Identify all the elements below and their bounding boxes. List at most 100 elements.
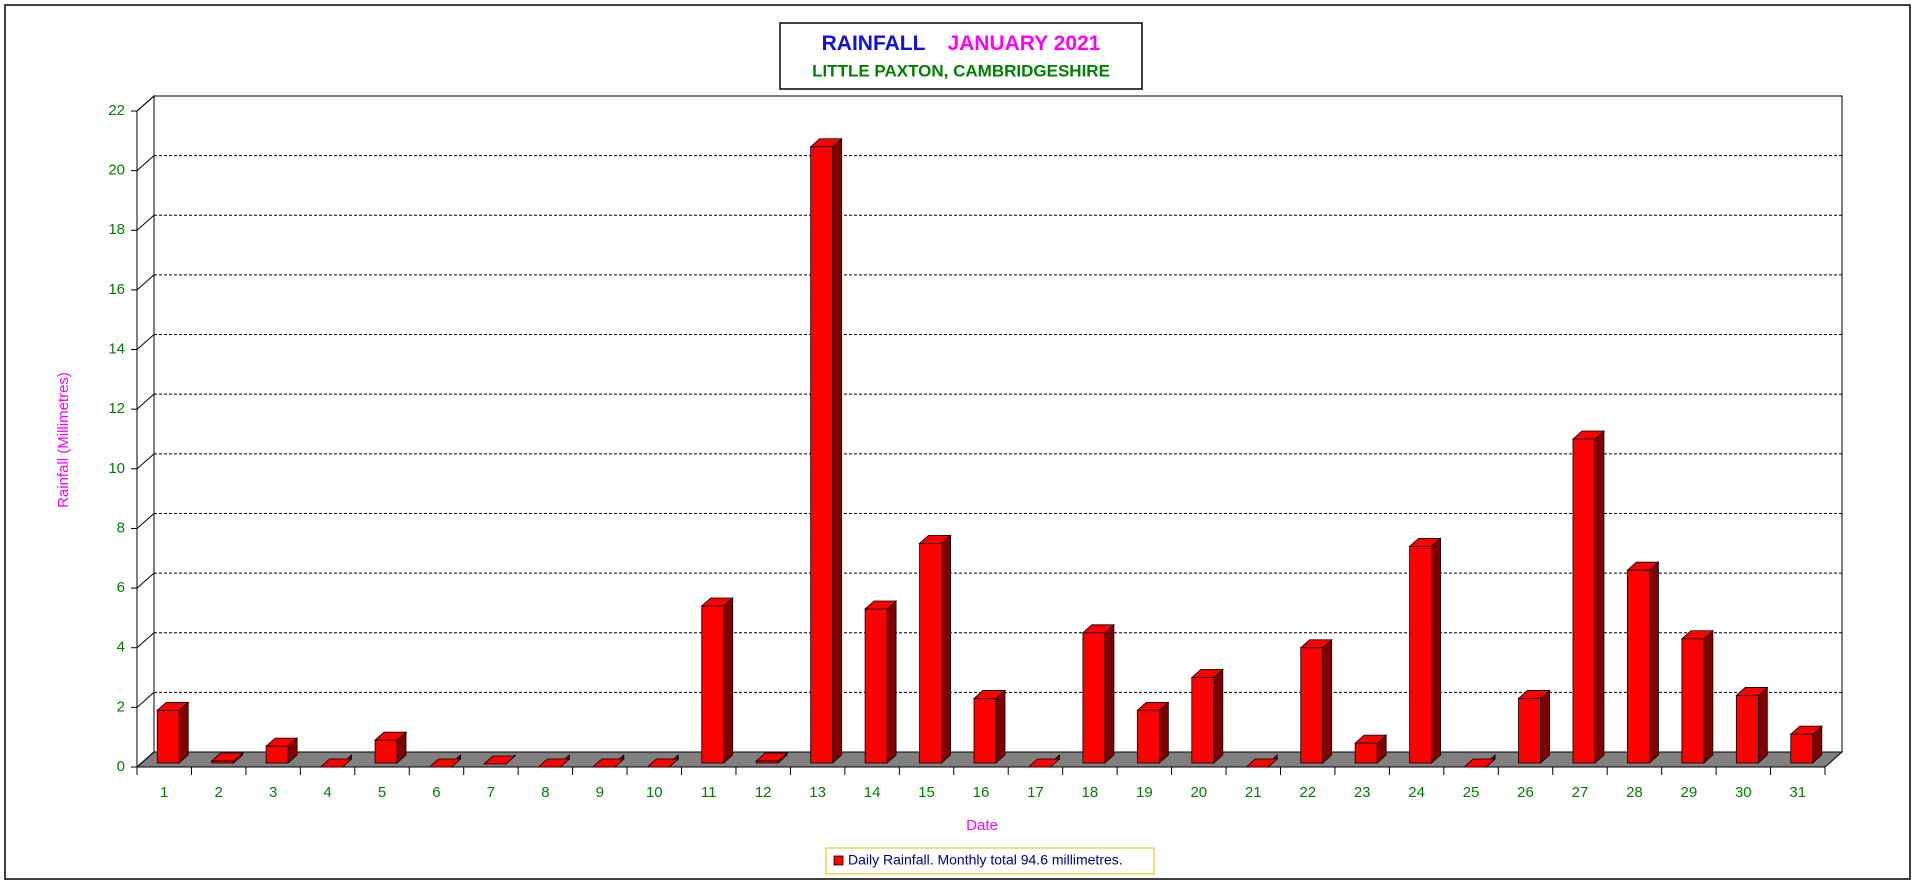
x-tick-label: 14 xyxy=(864,784,881,801)
y-tick-slant xyxy=(136,393,155,410)
x-tick-label: 9 xyxy=(596,784,604,801)
bar-side xyxy=(178,701,189,764)
x-tick-label: 4 xyxy=(323,784,331,801)
bar-side xyxy=(1649,561,1659,764)
y-tick-slant xyxy=(136,214,155,231)
bar xyxy=(1082,632,1106,764)
bar-top xyxy=(1463,758,1497,768)
bar-top xyxy=(482,755,516,765)
x-tick-label: 7 xyxy=(487,784,495,801)
bar xyxy=(864,608,888,764)
bar xyxy=(156,709,180,764)
bar xyxy=(755,760,779,764)
bar-side xyxy=(886,600,897,764)
bar-side xyxy=(723,597,734,764)
y-tick-label: 4 xyxy=(117,639,125,656)
bar xyxy=(1518,698,1541,764)
title-part: RAINFALL xyxy=(822,32,926,55)
y-tick-label: 22 xyxy=(108,102,125,119)
bar xyxy=(1627,569,1650,764)
y-tick-label: 8 xyxy=(117,519,125,536)
chart-title: RAINFALL JANUARY 2021 xyxy=(822,32,1101,55)
x-tick-label: 15 xyxy=(918,784,935,801)
bar-side xyxy=(1757,686,1768,764)
y-tick-slant xyxy=(136,95,155,112)
x-tick-label: 10 xyxy=(646,784,663,801)
bar-top xyxy=(1027,758,1061,768)
legend-label: Daily Rainfall. Monthly total 94.6 milli… xyxy=(848,852,1123,868)
bar xyxy=(919,542,942,764)
bar-side xyxy=(1703,629,1714,764)
bar-side xyxy=(1158,701,1169,764)
x-tick-label: 16 xyxy=(973,784,990,801)
x-tick-label: 27 xyxy=(1572,784,1589,801)
x-tick-label: 18 xyxy=(1082,784,1099,801)
x-tick-label: 5 xyxy=(378,784,386,801)
bar xyxy=(211,760,235,764)
bar-top xyxy=(428,758,462,768)
legend xyxy=(825,847,1155,875)
y-tick-label: 10 xyxy=(108,460,125,477)
y-tick-label: 12 xyxy=(108,400,125,417)
bar xyxy=(810,146,834,764)
bar xyxy=(1681,638,1705,764)
x-tick-label: 20 xyxy=(1190,784,1207,801)
x-tick-label: 26 xyxy=(1517,784,1534,801)
left-wall xyxy=(136,94,155,769)
x-tick-label: 2 xyxy=(215,784,223,801)
y-tick-label: 2 xyxy=(117,698,125,715)
bar xyxy=(265,745,289,764)
bar xyxy=(1300,647,1324,764)
bar-side xyxy=(1213,668,1224,764)
y-tick-slant xyxy=(136,691,155,708)
chart-subtitle: LITTLE PAXTON, CAMBRIDGESHIRE xyxy=(812,61,1110,80)
legend-swatch xyxy=(833,855,844,866)
x-tick-label: 17 xyxy=(1027,784,1044,801)
bar xyxy=(374,739,398,764)
y-tick-slant xyxy=(136,632,155,649)
back-wall xyxy=(153,95,1843,753)
x-tick-label: 3 xyxy=(269,784,277,801)
bar xyxy=(1136,709,1160,764)
x-tick-label: 29 xyxy=(1681,784,1698,801)
x-tick-label: 12 xyxy=(755,784,772,801)
bar-side xyxy=(995,689,1006,764)
y-tick-label: 14 xyxy=(108,341,125,358)
bar-top xyxy=(319,758,353,768)
bar-top xyxy=(591,758,625,768)
bar-side xyxy=(941,534,951,764)
y-tick-label: 16 xyxy=(108,281,125,298)
y-tick-label: 18 xyxy=(108,221,125,238)
y-tick-slant xyxy=(136,572,155,589)
x-tick-label: 21 xyxy=(1245,784,1262,801)
y-tick-slant xyxy=(136,751,155,768)
x-tick-label: 28 xyxy=(1626,784,1643,801)
x-tick-label: 23 xyxy=(1354,784,1371,801)
bar-side xyxy=(1431,537,1442,764)
x-tick-label: 30 xyxy=(1735,784,1752,801)
x-tick-label: 24 xyxy=(1408,784,1425,801)
y-axis-title: Rainfall (Millimetres) xyxy=(55,372,72,508)
x-tick-label: 22 xyxy=(1299,784,1316,801)
bar xyxy=(973,698,997,764)
x-tick-label: 13 xyxy=(809,784,826,801)
bar-side xyxy=(1540,689,1550,764)
bar-top xyxy=(646,758,680,768)
bar-top xyxy=(537,758,571,768)
bar xyxy=(1735,695,1759,764)
bar-side xyxy=(1594,430,1605,764)
y-tick-slant xyxy=(136,513,155,529)
x-tick-label: 11 xyxy=(701,784,717,801)
bar-side xyxy=(1322,638,1333,764)
bar-side xyxy=(1104,623,1115,764)
bar xyxy=(1409,545,1433,764)
bar xyxy=(1790,733,1814,764)
y-tick-label: 0 xyxy=(117,758,125,775)
bar-top xyxy=(1245,758,1279,768)
x-tick-label: 31 xyxy=(1789,784,1806,801)
bar-side xyxy=(832,137,843,764)
x-axis-title: Date xyxy=(966,817,998,834)
bar xyxy=(1191,677,1215,764)
